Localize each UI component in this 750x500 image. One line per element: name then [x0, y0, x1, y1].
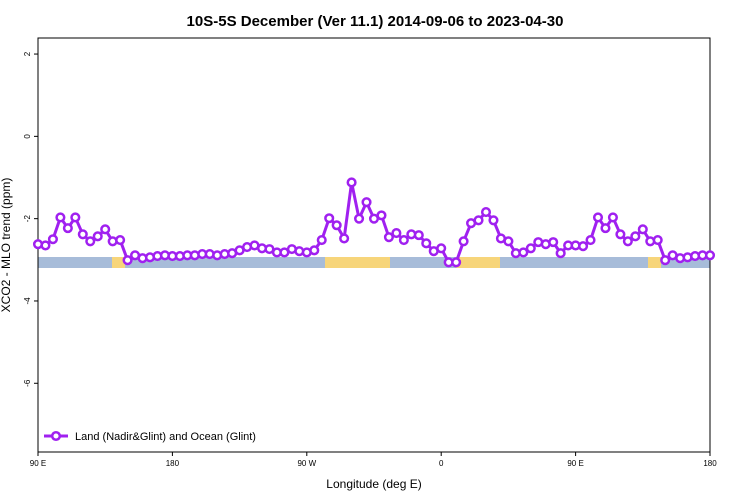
point — [607, 212, 618, 223]
y-tick-label: -4 — [23, 297, 32, 305]
point — [704, 250, 716, 261]
point — [40, 240, 51, 251]
point — [62, 223, 73, 234]
x-axis-label: Longitude (deg E) — [326, 477, 421, 491]
point — [346, 177, 357, 188]
point — [331, 220, 342, 231]
point — [85, 236, 96, 247]
x-tick-label: 90 E — [567, 459, 583, 468]
x-tick-label: 0 — [439, 459, 444, 468]
plot-frame — [37, 37, 711, 453]
point — [451, 257, 462, 268]
point — [473, 215, 484, 226]
point — [115, 235, 126, 246]
point — [47, 234, 58, 245]
point — [339, 233, 350, 244]
point — [630, 231, 641, 242]
x-tick-label: 90 W — [297, 459, 316, 468]
point — [383, 232, 394, 243]
point — [585, 235, 596, 246]
point — [503, 236, 514, 247]
point — [518, 247, 529, 258]
point — [525, 243, 536, 254]
y-tick-label: 2 — [23, 51, 32, 56]
point — [324, 213, 335, 224]
point — [398, 235, 409, 246]
point — [361, 197, 372, 208]
point — [555, 248, 566, 259]
x-tick-label: 90 E — [30, 459, 46, 468]
point — [122, 255, 133, 266]
point — [55, 212, 66, 223]
point — [458, 236, 469, 247]
point — [622, 236, 633, 247]
land-patch — [456, 257, 500, 268]
point — [660, 255, 671, 266]
point — [488, 215, 499, 226]
point — [100, 224, 111, 235]
point — [77, 229, 88, 240]
point — [637, 224, 648, 235]
legend-label: Land (Nadir&Glint) and Ocean (Glint) — [75, 431, 256, 443]
point — [316, 235, 327, 246]
point — [600, 223, 611, 234]
x-tick-label: 180 — [166, 459, 180, 468]
point — [548, 237, 559, 248]
point — [592, 212, 604, 223]
point — [413, 230, 424, 241]
point — [480, 207, 492, 218]
chart-title: 10S-5S December (Ver 11.1) 2014-09-06 to… — [187, 13, 564, 30]
point — [578, 241, 589, 252]
point — [436, 243, 447, 254]
point — [309, 245, 320, 256]
land-patch — [112, 257, 125, 268]
point — [615, 229, 626, 240]
point — [92, 231, 103, 242]
y-tick-label: 0 — [23, 134, 32, 139]
point — [391, 228, 402, 239]
legend-marker — [50, 430, 62, 442]
land-patch — [648, 257, 661, 268]
point — [354, 213, 365, 224]
y-tick-label: -2 — [23, 215, 32, 223]
point — [70, 212, 81, 223]
point — [376, 210, 387, 221]
land-patch — [325, 257, 390, 268]
y-tick-label: -6 — [23, 379, 32, 387]
y-axis-label: XCO2 - MLO trend (ppm) — [0, 178, 13, 313]
x-tick-label: 180 — [703, 459, 717, 468]
point — [421, 238, 432, 249]
point — [652, 235, 663, 246]
